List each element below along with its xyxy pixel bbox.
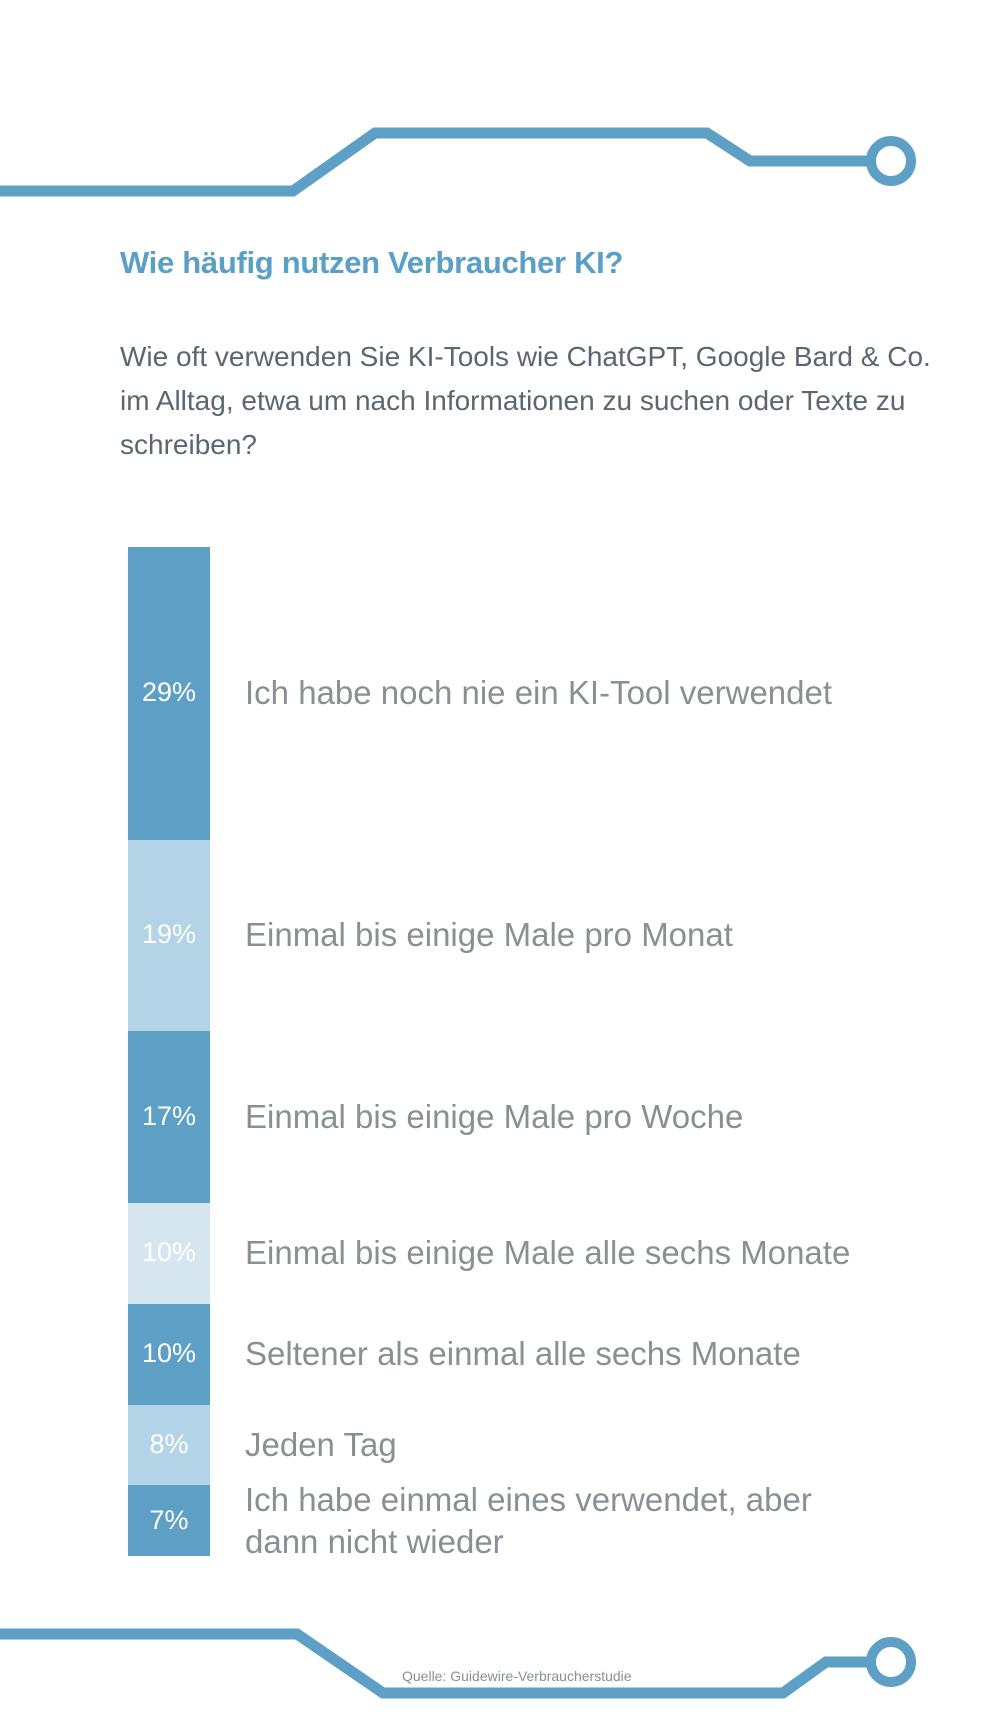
bar-segment xyxy=(128,839,210,1032)
category-label: Jeden Tag xyxy=(245,1426,397,1463)
data-label: 10% xyxy=(141,1237,197,1268)
category-label: Einmal bis einige Male pro Monat xyxy=(245,916,733,954)
category-label: Ich habe noch nie ein KI-Tool verwendet xyxy=(245,674,833,712)
data-label: 17% xyxy=(141,1101,197,1132)
data-label: 29% xyxy=(141,677,197,708)
source-note: Quelle: Guidewire-Verbraucherstudie xyxy=(402,1668,632,1684)
bottom-circuit-node-icon xyxy=(866,1637,916,1687)
data-label: 7% xyxy=(149,1504,189,1535)
bar-segment xyxy=(128,1485,210,1556)
top-circuit-node-icon xyxy=(866,136,916,186)
bar-segment xyxy=(128,1404,210,1486)
category-label: Einmal bis einige Male pro Woche xyxy=(245,1098,744,1136)
category-label: Seltener als einmal alle sechs Monate xyxy=(245,1335,801,1373)
survey-question: Wie oft verwenden Sie KI-Tools wie ChatG… xyxy=(120,341,931,460)
bar-segment xyxy=(128,1031,210,1203)
category-label: Einmal bis einige Male alle sechs Monate xyxy=(245,1234,851,1272)
category-label: Ich habe einmal eines verwendet, aber da… xyxy=(245,1480,812,1560)
bottom-circuit-line xyxy=(0,1628,869,1699)
bar-segment xyxy=(128,547,210,840)
chart-title: Wie häufig nutzen Verbraucher KI? xyxy=(120,245,624,280)
data-label: 19% xyxy=(141,919,197,950)
data-label: 8% xyxy=(149,1429,189,1459)
data-label: 10% xyxy=(141,1338,197,1369)
bar-segment xyxy=(128,1303,210,1405)
top-circuit-line xyxy=(0,127,869,197)
bar-segment xyxy=(128,1202,210,1304)
